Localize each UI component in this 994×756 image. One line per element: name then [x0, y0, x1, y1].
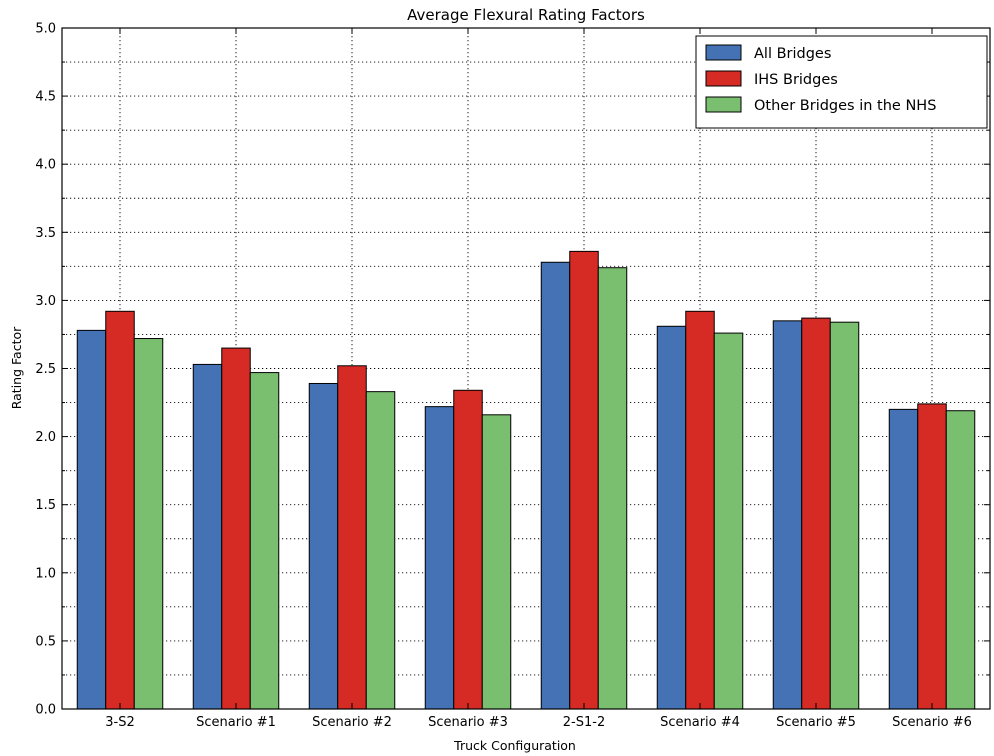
- y-tick-label: 5.0: [35, 22, 56, 37]
- bar: [829, 321, 860, 710]
- y-axis-label: Rating Factor: [9, 326, 24, 409]
- chart-title: Average Flexural Rating Factors: [407, 6, 645, 24]
- legend-label: All Bridges: [754, 46, 831, 62]
- x-tick-label: Scenario #1: [196, 715, 276, 730]
- bar: [249, 372, 280, 710]
- bar: [917, 403, 947, 710]
- x-tick-label: Scenario #6: [892, 715, 972, 730]
- legend-label: Other Bridges in the NHS: [754, 98, 936, 114]
- bar: [337, 365, 367, 710]
- bar: [888, 408, 919, 710]
- bar: [569, 250, 599, 710]
- bar: [801, 317, 831, 710]
- y-tick-label: 0.5: [35, 634, 56, 649]
- x-tick-label: Scenario #3: [428, 715, 508, 730]
- legend-swatch: [705, 96, 742, 113]
- y-tick-label: 3.0: [35, 294, 56, 309]
- legend-swatch: [705, 44, 742, 61]
- bar: [76, 329, 107, 710]
- legend-swatch: [705, 70, 742, 87]
- bar: [772, 320, 803, 710]
- axis-ticks: [62, 27, 990, 710]
- x-tick-label: Scenario #4: [660, 715, 740, 730]
- y-tick-label: 1.5: [35, 498, 56, 513]
- bar: [685, 310, 715, 710]
- y-tick-label: 0.0: [35, 703, 56, 718]
- legend-box: [695, 35, 988, 129]
- bar: [540, 261, 571, 710]
- bar: [365, 391, 396, 710]
- bars: [76, 250, 976, 710]
- bar: [221, 347, 251, 710]
- bar: [481, 414, 512, 710]
- y-tick-label: 1.0: [35, 566, 56, 581]
- bar: [597, 267, 628, 710]
- y-tick-label: 4.5: [35, 90, 56, 105]
- bar: [133, 338, 164, 710]
- bar: [308, 382, 339, 710]
- bar: [713, 332, 744, 710]
- x-tick-label: Scenario #5: [776, 715, 856, 730]
- x-tick-label: Scenario #2: [312, 715, 392, 730]
- bar: [945, 410, 976, 710]
- legend: All Bridges IHS Bridges Other Bridges in t…: [695, 35, 988, 129]
- bar: [453, 389, 483, 710]
- bar: [424, 406, 455, 710]
- x-axis-label: Truck Configuration: [453, 738, 576, 753]
- y-tick-labels: 0.0 0.5 1.0 1.5 2.0 2.5 3.0 3.5 4.0 4.5 5.0: [35, 22, 56, 718]
- bar: [656, 325, 687, 710]
- y-tick-label: 2.5: [35, 362, 56, 377]
- x-tick-label: 3-S2: [105, 715, 135, 730]
- y-tick-label: 3.5: [35, 226, 56, 241]
- y-tick-label: 4.0: [35, 158, 56, 173]
- x-tick-labels: 3-S2 Scenario #1 Scenario #2 Scenario #3 2-S…: [105, 715, 972, 730]
- y-tick-label: 2.0: [35, 430, 56, 445]
- legend-label: IHS Bridges: [754, 72, 838, 88]
- bar: [105, 310, 135, 710]
- x-tick-label: 2-S1-2: [563, 715, 605, 730]
- bar: [192, 363, 223, 710]
